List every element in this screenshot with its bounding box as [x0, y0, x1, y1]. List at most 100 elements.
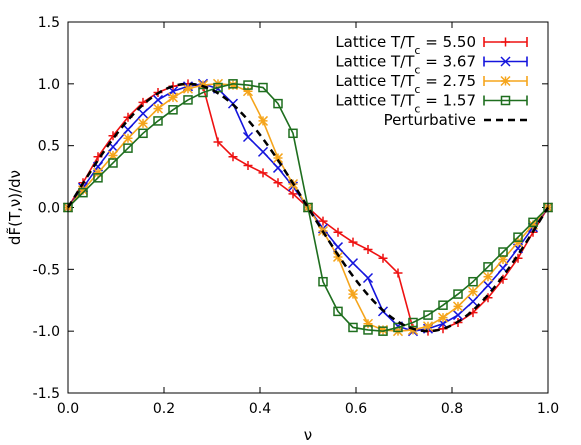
data-point — [437, 312, 449, 323]
data-point — [363, 245, 373, 255]
data-point — [138, 128, 148, 139]
data-point — [228, 152, 238, 162]
data-point — [347, 258, 359, 269]
y-axis-label: dF̃(T,ν)/dν — [5, 170, 24, 245]
data-point — [228, 79, 238, 89]
data-point — [501, 37, 510, 47]
data-point — [138, 97, 148, 107]
data-point — [273, 98, 283, 109]
legend-item: Lattice T/Tc = 1.57 — [335, 92, 528, 116]
data-point — [467, 286, 479, 297]
data-point — [257, 146, 269, 157]
series-layer — [62, 78, 554, 337]
data-point — [122, 124, 134, 135]
data-point — [213, 137, 223, 147]
data-point — [333, 306, 343, 317]
data-point — [318, 216, 328, 226]
data-point — [152, 94, 164, 105]
data-point — [213, 82, 223, 93]
data-point — [303, 202, 313, 213]
data-point — [198, 87, 208, 98]
x-tick-label: 0.6 — [345, 401, 367, 417]
series-line — [67, 83, 549, 332]
data-point — [452, 301, 464, 312]
series-4 — [66, 82, 550, 333]
data-point — [408, 317, 418, 328]
data-point — [137, 118, 149, 129]
data-point — [497, 254, 509, 265]
data-point — [527, 219, 539, 230]
y-tick-label: 0.5 — [38, 139, 60, 155]
data-point — [242, 131, 254, 143]
data-point — [468, 276, 478, 287]
legend-label: Lattice T/Tc = 1.57 — [335, 92, 476, 116]
data-point — [108, 158, 118, 168]
data-point — [167, 92, 179, 103]
data-point — [498, 247, 508, 257]
legend-item: Lattice T/Tc = 3.67 — [335, 53, 528, 77]
legend-item: Lattice T/Tc = 2.75 — [335, 72, 528, 96]
data-point — [500, 95, 511, 106]
y-tick-label: -1.5 — [33, 386, 60, 402]
data-point — [378, 326, 388, 336]
data-point — [288, 189, 298, 199]
data-point — [483, 262, 493, 272]
data-point — [137, 108, 149, 119]
x-tick-label: 0.0 — [57, 401, 79, 417]
data-point — [348, 322, 358, 333]
data-point — [257, 115, 269, 126]
data-point — [423, 310, 433, 320]
y-tick-label: -1.0 — [33, 324, 60, 340]
data-point — [77, 185, 89, 196]
data-point — [183, 95, 193, 105]
data-point — [107, 150, 119, 161]
data-point — [513, 232, 523, 242]
data-point — [227, 80, 239, 91]
legend-label: Lattice T/Tc = 3.67 — [335, 53, 476, 77]
data-point — [243, 160, 253, 170]
legend-item: Perturbative — [384, 111, 527, 129]
data-point — [393, 322, 403, 333]
data-point — [500, 56, 511, 67]
data-point — [348, 237, 358, 247]
data-point — [512, 237, 524, 248]
data-point — [378, 253, 388, 263]
data-point — [332, 242, 344, 253]
data-point — [272, 153, 284, 164]
legend-label: Perturbative — [384, 111, 476, 129]
data-point — [438, 300, 448, 310]
data-point — [122, 133, 134, 144]
data-point — [243, 80, 253, 90]
data-point — [152, 103, 164, 114]
data-point — [453, 289, 463, 299]
data-point — [377, 324, 389, 335]
x-tick-label: 0.8 — [441, 401, 463, 417]
data-point — [422, 321, 434, 332]
data-point — [363, 325, 373, 335]
data-point — [78, 187, 88, 198]
data-point — [333, 227, 343, 237]
data-point — [467, 296, 479, 307]
x-tick-label: 1.0 — [537, 401, 559, 417]
series-line — [66, 82, 550, 333]
x-tick-label: 0.4 — [249, 401, 271, 417]
x-axis: 0.0 0.2 0.4 0.6 0.8 1.0 — [57, 22, 559, 417]
legend-item: Lattice T/Tc = 5.50 — [335, 33, 528, 57]
data-point — [452, 310, 464, 321]
y-tick-label: 1.0 — [38, 77, 60, 93]
data-point — [168, 105, 178, 115]
data-point — [288, 128, 298, 139]
data-point — [528, 217, 538, 228]
data-point — [258, 82, 268, 93]
data-point — [93, 173, 103, 183]
data-point — [182, 83, 194, 94]
plot-frame — [67, 21, 549, 394]
data-point — [123, 143, 133, 153]
data-point — [393, 268, 403, 278]
data-point — [482, 271, 494, 282]
data-point — [347, 289, 359, 300]
data-point — [500, 75, 511, 87]
